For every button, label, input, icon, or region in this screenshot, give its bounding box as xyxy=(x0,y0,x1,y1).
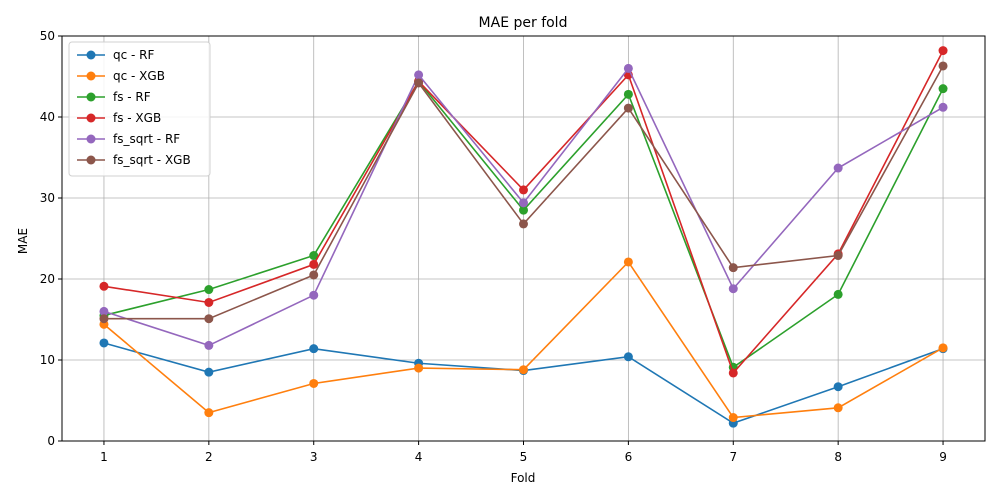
legend-label: fs_sqrt - RF xyxy=(113,132,180,146)
series-fs-sqrt-xgb xyxy=(99,61,948,324)
data-point xyxy=(519,365,528,375)
x-tick-label: 5 xyxy=(520,450,528,464)
data-point xyxy=(833,403,843,413)
legend-swatch-marker xyxy=(86,155,96,165)
data-point xyxy=(728,413,738,423)
legend-item: fs_sqrt - RF xyxy=(77,132,180,146)
data-point xyxy=(309,290,319,300)
data-point xyxy=(309,251,319,261)
legend-swatch-marker xyxy=(86,50,96,60)
y-axis-ticks: 0 10 20 30 40 50 xyxy=(40,29,62,448)
data-point xyxy=(623,352,633,362)
data-point xyxy=(623,89,633,99)
data-point xyxy=(204,314,214,324)
data-point xyxy=(623,257,633,267)
legend-item: fs - XGB xyxy=(77,111,161,125)
data-point xyxy=(833,251,843,261)
y-tick-label: 10 xyxy=(40,353,55,367)
legend-swatch-marker xyxy=(86,71,96,81)
series-fs-sqrt-rf xyxy=(99,63,948,350)
x-axis-label: Fold xyxy=(511,471,536,485)
data-point xyxy=(728,368,738,378)
series-qc-xgb xyxy=(99,257,948,423)
data-point xyxy=(833,289,843,299)
data-point xyxy=(99,306,109,316)
data-point xyxy=(519,198,528,208)
legend-swatch-marker xyxy=(86,134,96,144)
legend-label: fs - RF xyxy=(113,90,151,104)
data-point xyxy=(204,297,214,307)
data-point xyxy=(519,219,528,229)
data-point xyxy=(728,284,738,294)
legend-swatch-marker xyxy=(86,113,96,123)
legend-swatch-marker xyxy=(86,92,96,102)
x-tick-label: 3 xyxy=(310,450,318,464)
data-point xyxy=(309,378,319,388)
data-point xyxy=(833,163,843,173)
data-point xyxy=(728,263,738,273)
data-point xyxy=(309,270,319,280)
chart-title: MAE per fold xyxy=(479,15,568,31)
y-tick-label: 30 xyxy=(40,191,55,205)
x-axis-ticks: 1 2 3 4 5 6 7 8 9 xyxy=(100,441,947,464)
data-point xyxy=(833,382,843,392)
x-tick-label: 1 xyxy=(100,450,108,464)
data-point xyxy=(309,259,319,269)
x-tick-label: 8 xyxy=(834,450,842,464)
x-tick-label: 6 xyxy=(625,450,633,464)
legend-item: fs - RF xyxy=(77,90,151,104)
y-tick-label: 50 xyxy=(40,29,55,43)
x-tick-label: 2 xyxy=(205,450,213,464)
legend-item: qc - XGB xyxy=(77,69,165,83)
data-point xyxy=(938,46,948,56)
y-tick-label: 40 xyxy=(40,110,55,124)
x-tick-label: 9 xyxy=(939,450,947,464)
data-point xyxy=(204,408,214,418)
data-point xyxy=(99,338,109,348)
data-point xyxy=(519,205,528,215)
data-point xyxy=(99,281,109,291)
data-point xyxy=(309,344,319,354)
data-point xyxy=(519,185,528,195)
y-axis-label: MAE xyxy=(16,228,30,254)
legend-label: qc - XGB xyxy=(113,69,165,83)
data-point xyxy=(938,343,948,353)
series-layer xyxy=(99,46,948,428)
data-point xyxy=(623,103,633,113)
data-point xyxy=(623,63,633,73)
data-point xyxy=(99,314,109,324)
data-point xyxy=(414,70,424,80)
data-point xyxy=(204,367,214,377)
y-tick-label: 20 xyxy=(40,272,55,286)
data-point xyxy=(938,84,948,94)
legend: qc - RF qc - XGB fs - RF fs - XGB fs_sqrt - … xyxy=(68,41,211,177)
data-point xyxy=(414,363,424,373)
legend-label: qc - RF xyxy=(113,48,155,62)
legend-label: fs_sqrt - XGB xyxy=(113,153,191,167)
data-point xyxy=(414,78,424,88)
data-point xyxy=(204,340,214,350)
y-tick-label: 0 xyxy=(47,434,55,448)
data-point xyxy=(204,285,214,295)
data-point xyxy=(938,102,948,112)
data-point xyxy=(938,61,948,71)
legend-item: qc - RF xyxy=(77,48,155,62)
legend-label: fs - XGB xyxy=(113,111,161,125)
x-tick-label: 7 xyxy=(729,450,737,464)
x-tick-label: 4 xyxy=(415,450,423,464)
legend-item: fs_sqrt - XGB xyxy=(77,153,191,167)
